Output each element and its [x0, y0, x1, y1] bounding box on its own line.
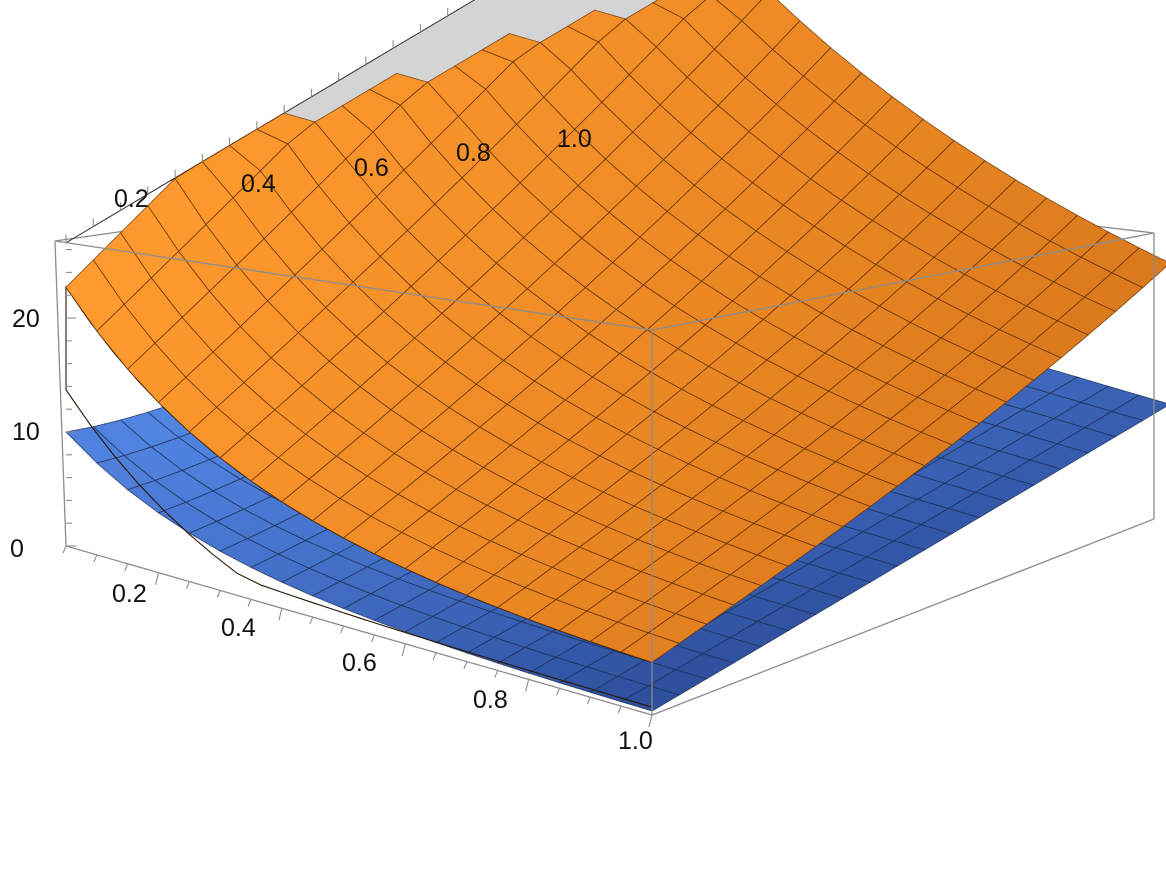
x-axis-tick-labels: 0.2 0.4 0.6 0.8 1.0	[112, 580, 653, 755]
box-edge-top-right	[651, 232, 1155, 331]
z-axis-tick-labels: 0 10 20	[10, 305, 40, 563]
axis-tick	[247, 599, 252, 607]
x-tick-label: 0.8	[473, 686, 508, 714]
axis-tick	[309, 616, 314, 625]
axis-tick	[370, 634, 375, 643]
z-tick-label: 20	[12, 305, 40, 333]
x-tick-label: 0.2	[112, 580, 147, 608]
blue-surface-patch	[620, 685, 681, 712]
axis-tick	[648, 714, 653, 728]
y-tick-label: 0.8	[456, 139, 491, 167]
axis-tick	[93, 554, 98, 563]
bounding-box-front	[54, 232, 1155, 716]
axis-tick	[62, 545, 67, 554]
x-tick-label: 1.0	[618, 727, 653, 755]
axis-tick	[494, 670, 499, 678]
y-tick-label: 0.2	[114, 185, 149, 213]
orange-surface-patch	[620, 632, 681, 663]
axis-ticks	[62, 7, 653, 728]
axis-tick	[586, 696, 591, 705]
y-tick-label: 0.6	[354, 154, 389, 182]
z-tick-label: 10	[12, 418, 40, 446]
x-tick-label: 0.6	[342, 649, 377, 677]
orange-surface	[65, 0, 1166, 663]
box-edge-front-right	[651, 518, 1155, 716]
axis-tick	[463, 661, 468, 669]
y-tick-label: 0.4	[241, 170, 276, 198]
axis-tick	[185, 581, 190, 589]
z-tick-label: 0	[10, 535, 24, 563]
axis-tick	[401, 643, 406, 656]
box-edge-left-vertical	[54, 240, 67, 547]
axis-tick	[617, 705, 622, 714]
axis-tick	[124, 563, 129, 572]
axis-tick	[340, 625, 345, 634]
axis-tick	[278, 608, 283, 621]
axis-tick	[154, 572, 160, 585]
axis-tick	[432, 652, 437, 660]
box-edge-front-left	[65, 545, 653, 716]
y-axis-tick-labels: 0.2 0.4 0.6 0.8 1.0	[114, 125, 592, 213]
y-tick-label: 1.0	[557, 125, 592, 153]
axis-tick	[216, 590, 221, 598]
x-tick-label: 0.4	[221, 614, 256, 642]
box-edge-top-left	[54, 240, 653, 331]
axis-tick	[555, 688, 560, 696]
axis-tick	[525, 679, 530, 692]
